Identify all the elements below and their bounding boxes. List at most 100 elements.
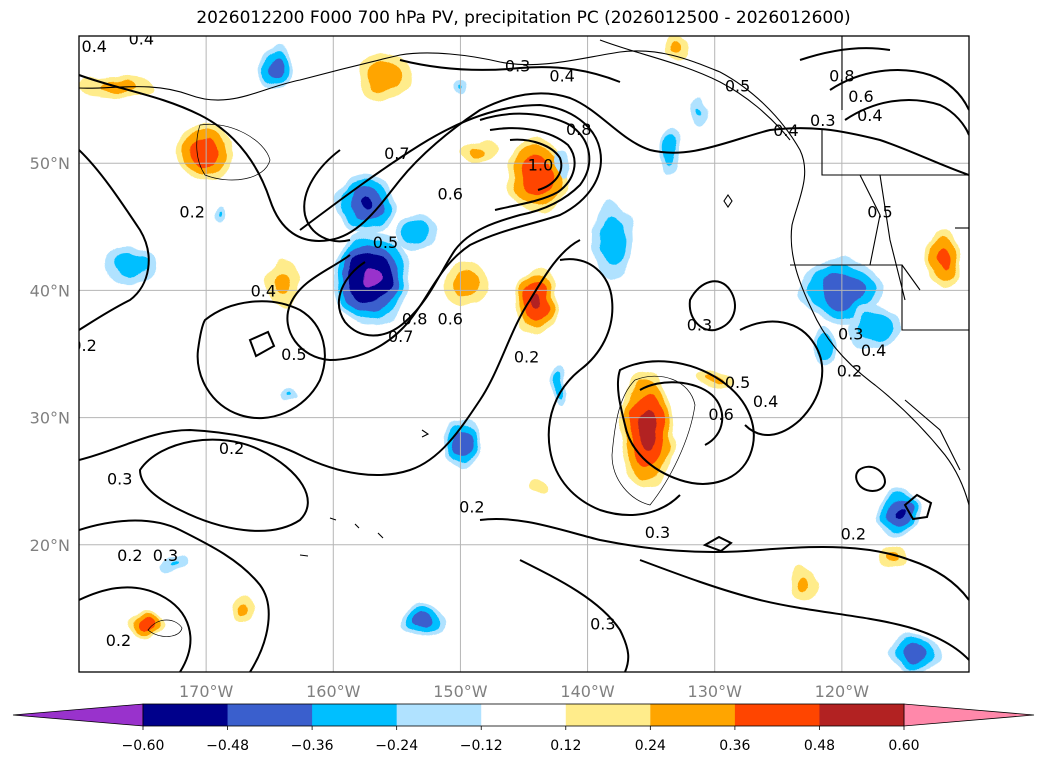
lon-tick-label: 140°W (560, 682, 615, 701)
precip-pc-level (453, 270, 481, 298)
colorbar-tick-label: 0.60 (888, 738, 919, 754)
precip-pc-region (213, 208, 224, 221)
precip-pc-region (593, 201, 633, 278)
contour-label: 0.8 (829, 66, 854, 85)
contour-label: 0.5 (725, 77, 750, 96)
lat-tick-label: 30°N (30, 409, 70, 428)
precip-pc-region (103, 245, 157, 285)
colorbar-band (227, 704, 313, 726)
contour-label: 0.5 (867, 203, 892, 222)
contour-label: 0.2 (179, 203, 204, 222)
precip-pc-level (671, 42, 683, 55)
contour-label: 0.5 (725, 373, 750, 392)
colorbar-band (396, 704, 482, 726)
contour-label: 0.2 (117, 546, 142, 565)
contour-label: 0.3 (838, 325, 863, 344)
precip-pc-region (159, 555, 190, 572)
contour-label: 0.8 (566, 120, 591, 139)
precip-pc-level (471, 145, 488, 156)
colorbar-tick-label: 0.48 (804, 738, 835, 754)
contour-label: 0.2 (514, 348, 539, 367)
contour-label: 0.6 (848, 87, 873, 106)
precip-pc-region (531, 479, 548, 496)
coastlines (79, 36, 969, 557)
precip-pc-region (660, 126, 681, 175)
colorbar-band (481, 704, 567, 726)
precip-pc-region (515, 267, 559, 335)
precip-contour-edges (147, 123, 696, 637)
precip-pc-level (937, 247, 951, 270)
contour-label: 0.5 (281, 345, 306, 364)
precip-pc-region (445, 262, 489, 306)
precip-pc-level (366, 61, 402, 92)
contour-label: 0.4 (549, 66, 574, 85)
precip-pc-level (699, 108, 705, 117)
contour-label: 0.2 (71, 336, 96, 355)
colorbar-under-extension (12, 703, 144, 727)
precip-pc-level (818, 334, 833, 361)
map-gridlines (79, 36, 969, 672)
lat-tick-label: 40°N (30, 281, 70, 300)
contour-label: 0.3 (687, 316, 712, 335)
precip-pc-level (901, 643, 930, 663)
contour-label: 0.7 (388, 327, 413, 346)
precip-pc-region (620, 370, 674, 491)
latitude-ticks: 20°N 30°N 40°N 50°N (30, 154, 70, 555)
precip-pc-level (275, 272, 290, 296)
precip-pc-region (331, 230, 411, 325)
precip-pc-region (234, 596, 255, 621)
precip-pc-level (411, 613, 433, 629)
contour-label: 0.2 (459, 498, 484, 517)
colorbar-tick-label: 0.24 (635, 738, 666, 754)
contour-label: 0.4 (857, 106, 882, 125)
precip-pc-level (855, 314, 892, 343)
colorbar-tick-label: −0.12 (460, 738, 503, 754)
contour-label: 0.3 (505, 56, 530, 75)
colorbar-tick-label: 0.12 (550, 738, 581, 754)
precip-pc-region (788, 565, 820, 601)
contour-label: 0.3 (107, 470, 132, 489)
contour-label: 1.0 (528, 155, 553, 174)
precip-pc-region (926, 229, 961, 288)
colorbar-tick-label: −0.48 (206, 738, 249, 754)
colorbar-tick-label: −0.60 (122, 738, 165, 754)
precip-pc-region (694, 97, 710, 128)
colorbar-over-extension (903, 703, 1035, 727)
precip-pc-region (461, 140, 498, 161)
precip-pc-level (894, 507, 905, 519)
precip-pc-region (888, 634, 943, 672)
precip-pc-region (258, 46, 294, 89)
contour-label: 0.2 (106, 631, 131, 650)
lat-tick-label: 20°N (30, 536, 70, 555)
lon-tick-label: 150°W (433, 682, 488, 701)
contour-label: 0.4 (251, 281, 276, 300)
precip-pc-level (268, 58, 284, 78)
colorbar-band (650, 704, 736, 726)
map-frame (78, 35, 970, 673)
precip-pc-region (664, 36, 689, 63)
precip-pc-level (663, 134, 677, 167)
colorbar-band (819, 704, 905, 726)
precip-pc-region (336, 175, 394, 233)
contour-label: 0.7 (384, 144, 409, 163)
precip-pc-level (796, 575, 811, 591)
precip-pc-level (600, 214, 626, 265)
colorbar-outline (142, 703, 905, 727)
contour-label: 0.3 (645, 523, 670, 542)
precip-pc-region (877, 490, 921, 536)
contour-label: 0.3 (590, 615, 615, 634)
precip-pc-region (280, 388, 297, 401)
contour-label: 0.4 (129, 30, 154, 49)
precip-pc-level (522, 157, 552, 195)
precip-pc-level (112, 252, 148, 278)
longitude-ticks: 170°W 160°W 150°W 140°W 130°W 120°W (179, 682, 869, 701)
precip-pc-level (401, 221, 431, 245)
colorbar-band (565, 704, 651, 726)
precip-pc-level (217, 212, 221, 216)
contour-label: 0.6 (708, 405, 733, 424)
colorbar-band (143, 704, 229, 726)
precip-pc-level (363, 268, 380, 288)
contour-label: 0.4 (773, 121, 798, 140)
colorbar-tick-label: −0.36 (291, 738, 334, 754)
